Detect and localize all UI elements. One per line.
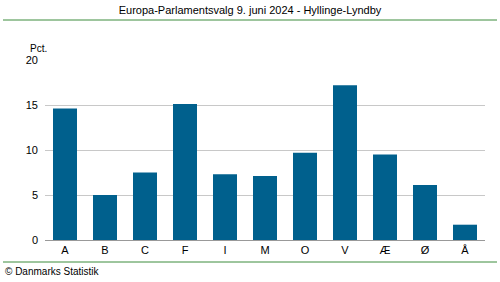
svg-text:15: 15 — [26, 99, 38, 111]
svg-text:M: M — [260, 244, 269, 256]
svg-text:© Danmarks Statistik: © Danmarks Statistik — [5, 266, 100, 277]
svg-text:F: F — [182, 244, 189, 256]
svg-text:V: V — [341, 244, 349, 256]
svg-text:Pct.: Pct. — [30, 43, 47, 54]
svg-text:Europa-Parlamentsvalg 9. juni: Europa-Parlamentsvalg 9. juni 2024 - Hyl… — [119, 4, 382, 16]
svg-text:Ø: Ø — [421, 244, 430, 256]
svg-text:B: B — [101, 244, 108, 256]
svg-text:Æ: Æ — [380, 244, 391, 256]
svg-text:O: O — [301, 244, 310, 256]
svg-text:I: I — [223, 244, 226, 256]
svg-text:0: 0 — [32, 234, 38, 246]
svg-text:10: 10 — [26, 144, 38, 156]
svg-text:20: 20 — [26, 54, 38, 66]
svg-text:A: A — [61, 244, 69, 256]
svg-text:Å: Å — [461, 244, 469, 256]
svg-text:5: 5 — [32, 189, 38, 201]
svg-text:C: C — [141, 244, 149, 256]
